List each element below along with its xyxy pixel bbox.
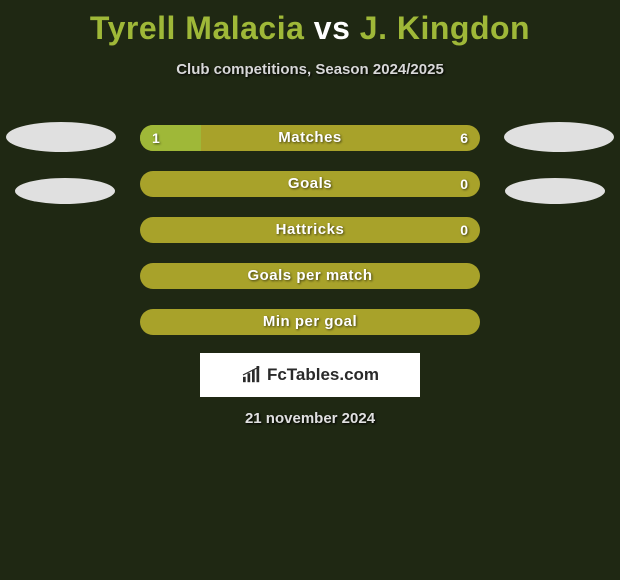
stat-bar-matches: 1 Matches 6 [140, 125, 480, 151]
player1-photo-placeholder [6, 122, 116, 152]
player2-photo-placeholder [504, 122, 614, 152]
stat-label: Goals [140, 171, 480, 197]
player1-name: Tyrell Malacia [90, 10, 305, 46]
stat-label: Hattricks [140, 217, 480, 243]
stat-label: Min per goal [140, 309, 480, 335]
stat-bar-goals-per-match: Goals per match [140, 263, 480, 289]
comparison-title: Tyrell Malacia vs J. Kingdon [0, 0, 620, 47]
player2-name: J. Kingdon [360, 10, 530, 46]
stat-label: Matches [140, 125, 480, 151]
subtitle: Club competitions, Season 2024/2025 [0, 61, 620, 78]
player2-club-placeholder [505, 178, 605, 204]
vs-text: vs [314, 10, 351, 46]
stat-bar-min-per-goal: Min per goal [140, 309, 480, 335]
stat-right-value: 6 [460, 125, 468, 151]
player1-club-placeholder [15, 178, 115, 204]
stat-right-value: 0 [460, 171, 468, 197]
barchart-icon [241, 366, 263, 384]
stat-right-value: 0 [460, 217, 468, 243]
stat-bars: 1 Matches 6 Goals 0 Hattricks 0 Goals pe… [140, 125, 480, 355]
stat-bar-hattricks: Hattricks 0 [140, 217, 480, 243]
stat-label: Goals per match [140, 263, 480, 289]
stat-bar-goals: Goals 0 [140, 171, 480, 197]
date-text: 21 november 2024 [0, 410, 620, 427]
logo-text: FcTables.com [267, 365, 379, 385]
source-logo: FcTables.com [200, 353, 420, 397]
